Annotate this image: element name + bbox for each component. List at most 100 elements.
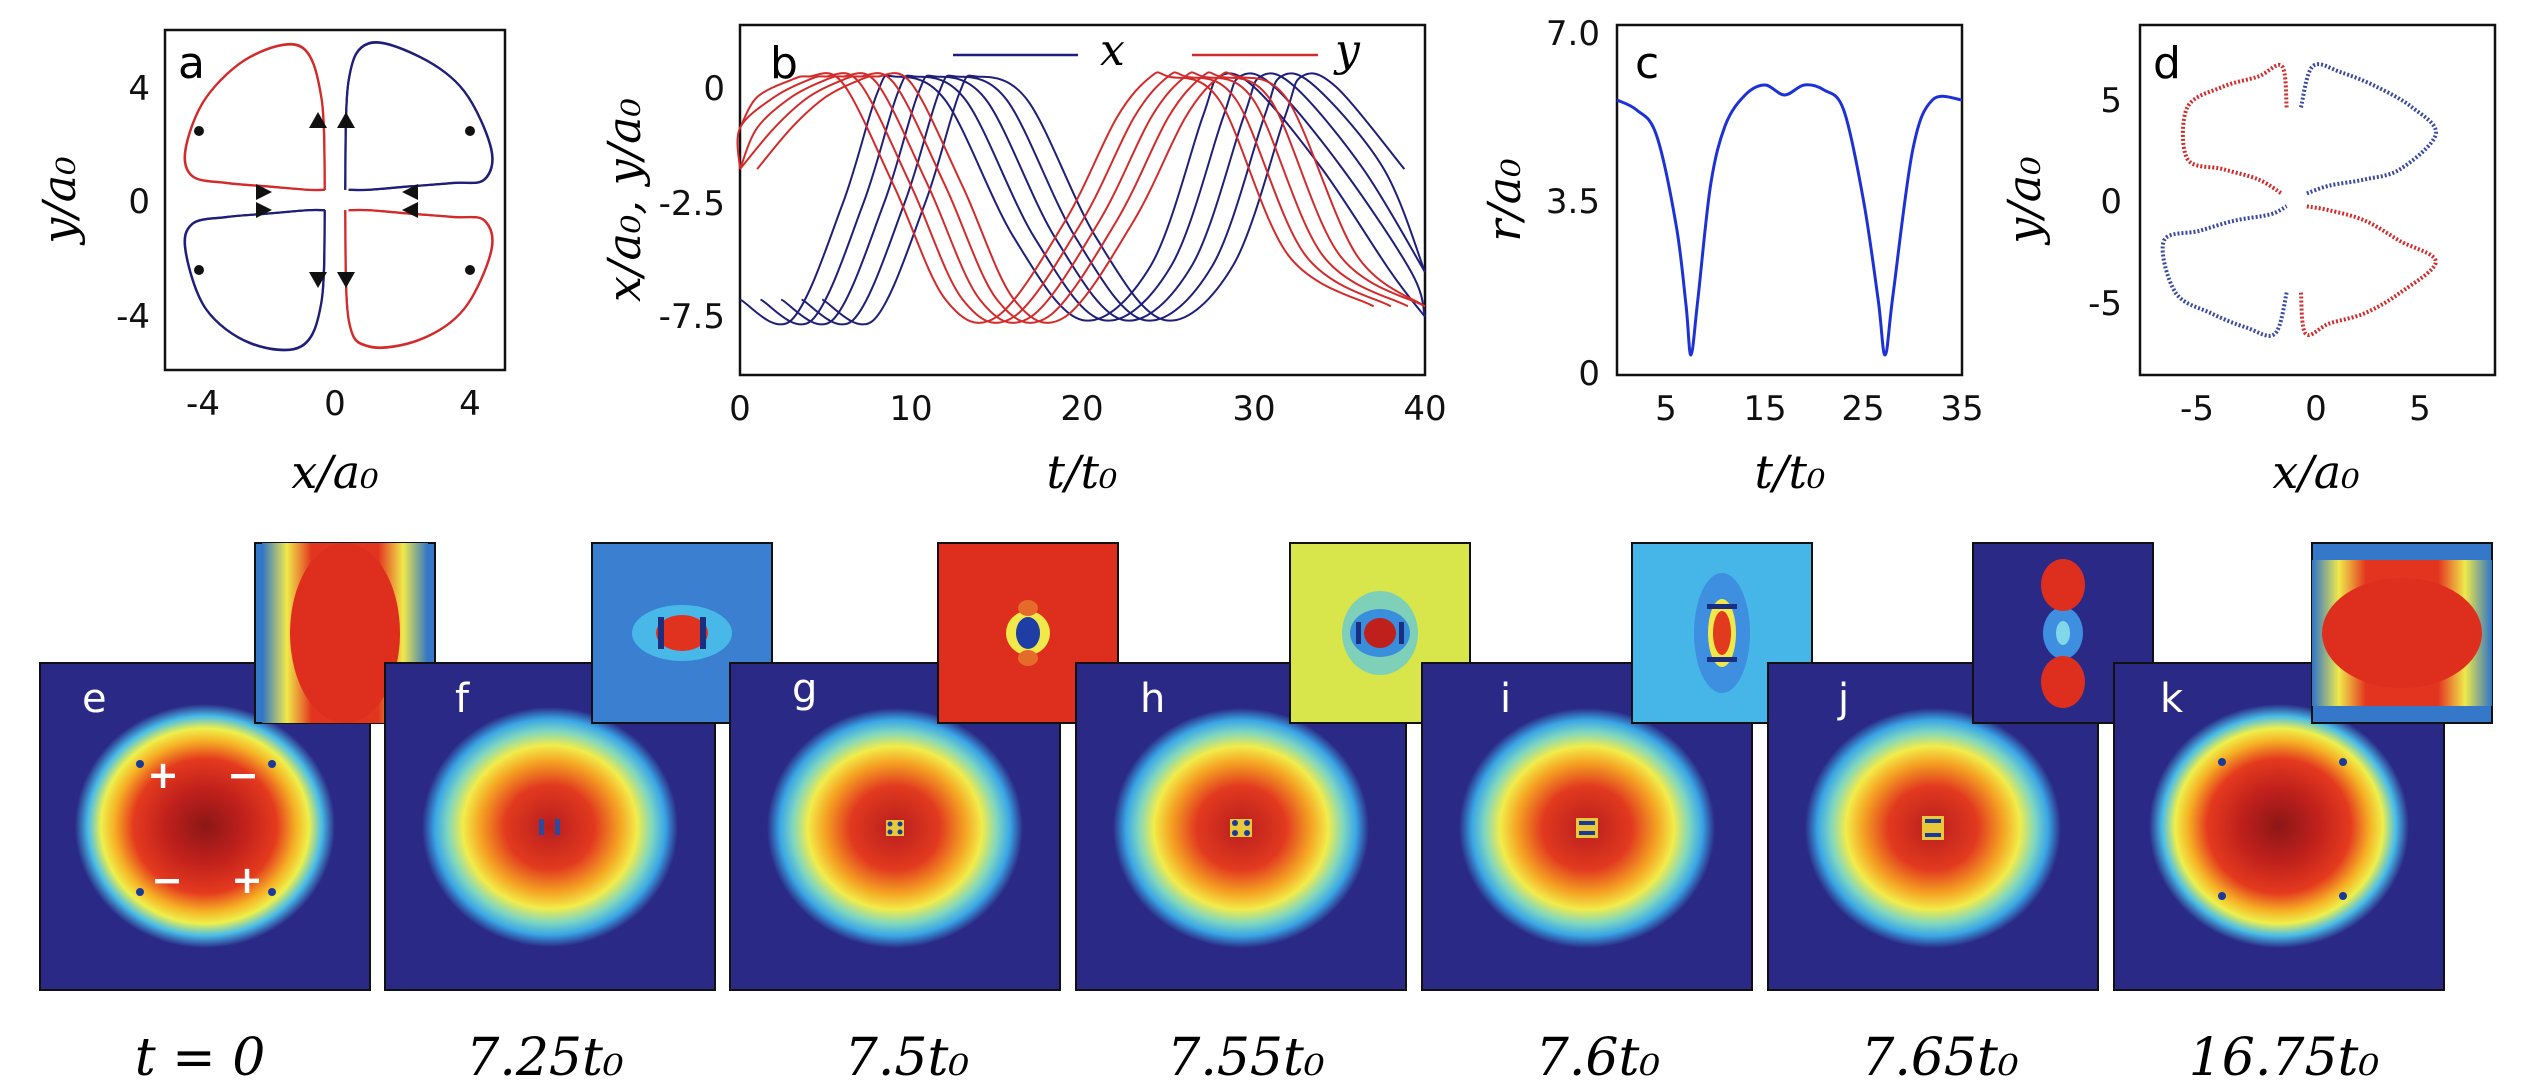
phase-bar (1399, 622, 1404, 644)
panel-b-legend: x y (953, 25, 1361, 76)
vortex-bar (1579, 831, 1595, 835)
tick-label: 3.5 (1546, 182, 1600, 222)
panel-b-letter: b (770, 38, 798, 89)
time-label-h: 7.55t₀ (1167, 1028, 1325, 1088)
panel-d-xlabel: x/a₀ (2272, 445, 2359, 499)
panel-b-xticks: 0 10 20 30 40 (729, 389, 1446, 429)
panel-a-curves (183, 41, 494, 352)
phase-core (656, 615, 708, 651)
vortex-dot (897, 829, 903, 835)
phase-core (2322, 578, 2482, 688)
vortex-dot (1244, 830, 1250, 836)
panel-b: b x y 0 10 20 30 40 0 -2.5 -7.5 t/t₀ x/a… (597, 23, 1447, 499)
panel-a: a -4 0 4 4 0 -4 x/a₀ y/a₀ (32, 28, 507, 499)
tick-label: 10 (889, 389, 932, 429)
tick-label: -7.5 (659, 297, 725, 337)
panel-c: c 5 15 25 35 7.0 3.5 0 t/t₀ r/a₀ (1477, 14, 1984, 499)
phase-bar (1707, 604, 1737, 609)
snapshot-e-letter: e (82, 676, 107, 722)
vortex-dot (887, 829, 893, 835)
series-y-4 (756, 71, 1426, 324)
arrow-marker (256, 184, 272, 200)
tick-label: 0 (128, 182, 150, 222)
vortex-dot (136, 760, 144, 768)
panel-d-points (2160, 62, 2438, 338)
panel-a-letter: a (178, 38, 205, 89)
trajectory-lower-right (344, 208, 494, 350)
arrow-marker (402, 202, 418, 218)
arrow-marker (256, 202, 272, 218)
time-label-k: 16.75t₀ (2189, 1028, 2380, 1088)
panel-c-xticks: 5 15 25 35 (1655, 389, 1983, 429)
phase-inset-k (2311, 542, 2493, 724)
tick-label: 35 (1940, 389, 1983, 429)
tick-label: 0 (324, 384, 346, 424)
vortex-dot (887, 821, 893, 827)
vortex-dot (268, 888, 276, 896)
vortex-dot (1232, 820, 1238, 826)
snapshot-k-letter: k (2160, 676, 2184, 722)
phase-bar (1356, 622, 1361, 644)
start-dot (194, 265, 204, 275)
tick-label: -5 (2180, 389, 2214, 429)
snapshot-h-letter: h (1140, 676, 1165, 722)
tick-label: 0 (729, 389, 751, 429)
panel-a-xticks: -4 0 4 (186, 384, 481, 424)
tick-label: 15 (1743, 389, 1786, 429)
phase-core (290, 543, 400, 723)
time-label-f: 7.25t₀ (466, 1028, 624, 1088)
time-label-g: 7.5t₀ (845, 1028, 970, 1088)
tick-label: 0 (703, 69, 725, 109)
vortex-dot (2218, 892, 2226, 900)
time-label-i: 7.6t₀ (1536, 1028, 1661, 1088)
legend-y-label: y (1333, 25, 1361, 76)
panel-c-ylabel: r/a₀ (1477, 158, 1531, 241)
tick-label: 30 (1232, 389, 1275, 429)
panel-c-xlabel: t/t₀ (1755, 445, 1826, 499)
sign-minus: − (227, 753, 259, 797)
time-label-e: t = 0 (135, 1028, 266, 1088)
phase-bar (1707, 657, 1737, 662)
vortex-dot (2218, 758, 2226, 766)
vortex-bar (1925, 819, 1941, 823)
tick-label: -4 (116, 297, 150, 337)
scatter-UL (2180, 63, 2289, 196)
panel-d-letter: d (2153, 38, 2181, 89)
phase-inset-h (1289, 542, 1471, 724)
sign-plus: + (231, 858, 263, 902)
snapshots-row: e + − − + f (39, 542, 2493, 991)
scatter-LR (2298, 204, 2438, 337)
snapshot-i-letter: i (1500, 676, 1511, 722)
vortex-core (539, 819, 544, 835)
panel-d: d -5 0 5 5 0 -5 x/a₀ y/a₀ (1997, 23, 2497, 499)
tick-label: 0 (1578, 354, 1600, 394)
vortex-dot (1232, 830, 1238, 836)
panel-d-ylabel: y/a₀ (1997, 156, 2051, 245)
tick-label: 5 (1655, 389, 1677, 429)
arrow-marker (309, 112, 327, 128)
tick-label: 40 (1403, 389, 1446, 429)
phase-bar (700, 617, 706, 649)
scatter-UR (2298, 62, 2438, 196)
phase-bar (658, 617, 664, 649)
tick-label: 25 (1841, 389, 1884, 429)
tick-label: -5 (2088, 284, 2122, 324)
panel-c-frame (1615, 23, 1964, 377)
series-y-3 (739, 71, 1375, 324)
phase-core (1364, 618, 1396, 648)
vortex-dot (268, 760, 276, 768)
snapshot-e: e + − − + (39, 662, 371, 991)
phase-lobe (2041, 656, 2085, 708)
tick-label: 5 (2409, 389, 2431, 429)
tick-label: 4 (128, 69, 150, 109)
panel-a-arrows (194, 112, 475, 288)
snapshot-g-letter: g (792, 666, 817, 712)
panel-b-yticks: 0 -2.5 -7.5 (659, 69, 725, 337)
scatter-LL (2160, 204, 2289, 338)
trajectory-upper-left (183, 43, 326, 192)
phase-lobe (2041, 559, 2085, 611)
panel-a-frame (163, 28, 507, 372)
density-cloud (2149, 704, 2409, 948)
vortex-bar (1579, 821, 1595, 825)
tick-label: 4 (459, 384, 481, 424)
